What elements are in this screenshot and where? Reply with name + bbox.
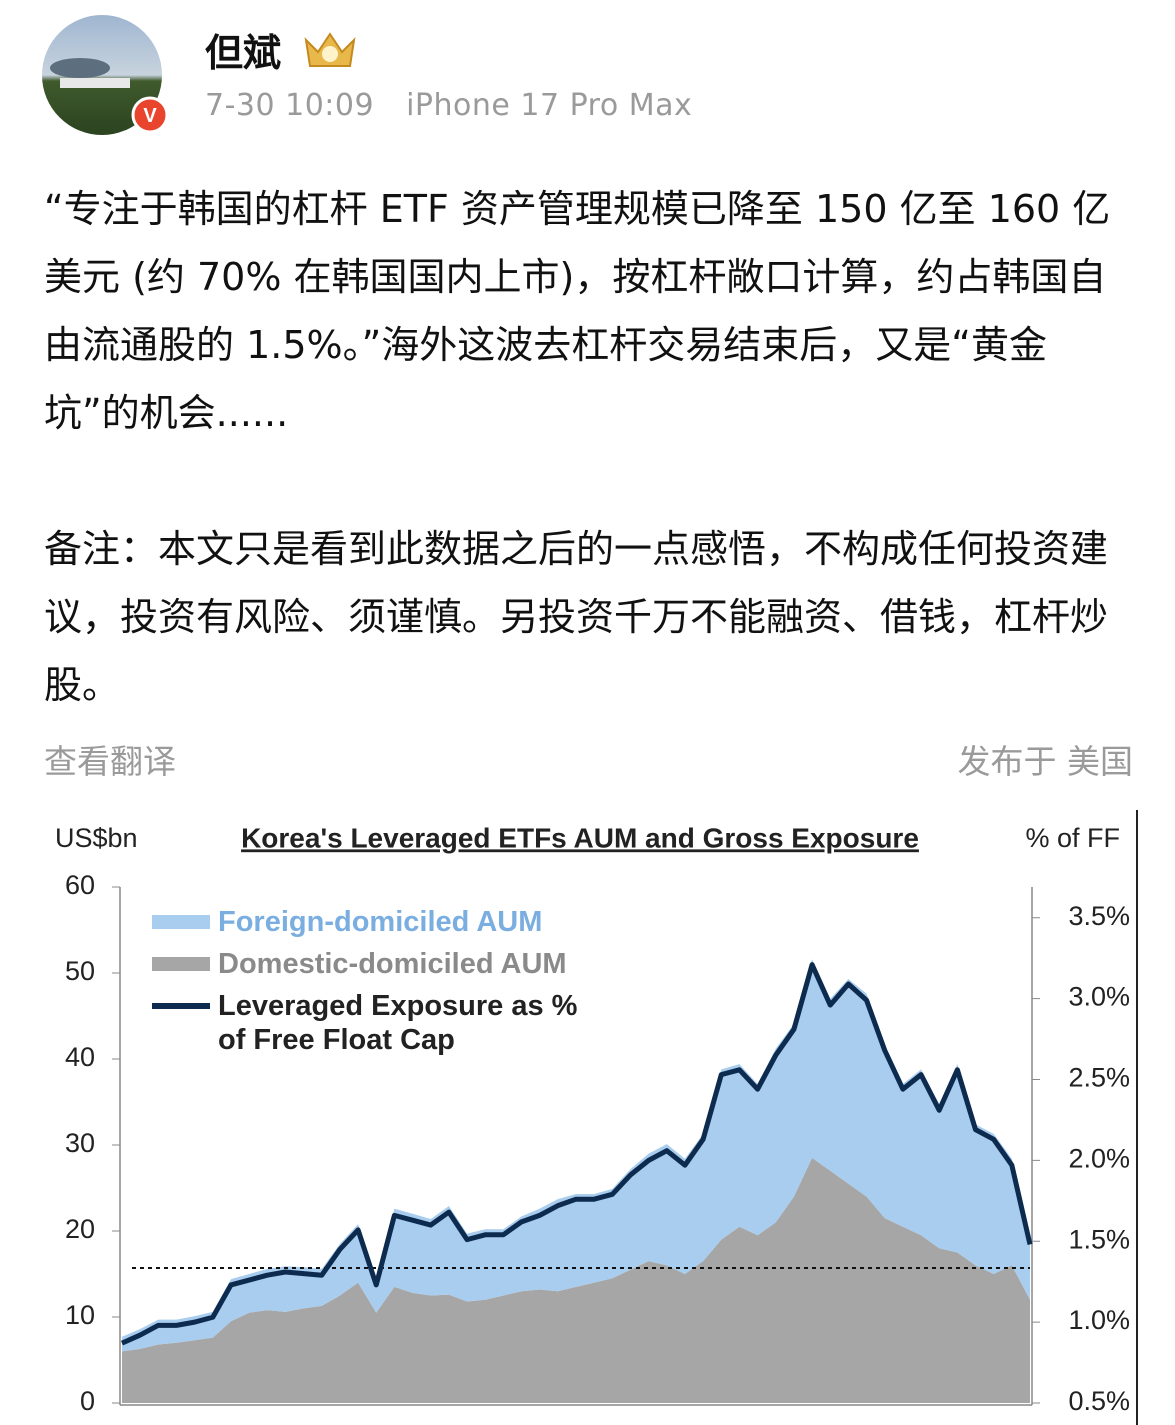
avatar[interactable]: V xyxy=(0,0,200,150)
post-meta: 7-30 10:09 iPhone 17 Pro Max xyxy=(205,88,692,123)
y-tick-label: 50 xyxy=(65,956,95,986)
area xyxy=(122,1157,1030,1403)
legend-swatch xyxy=(152,1003,210,1009)
y-tick-label: 10 xyxy=(65,1300,95,1330)
area xyxy=(122,959,1030,1352)
y-tick-label: 60 xyxy=(65,870,95,900)
y2-tick-label: 1.0% xyxy=(1068,1305,1130,1335)
y-tick-label: 40 xyxy=(65,1042,95,1072)
legend-item: Domestic-domiciled AUM xyxy=(152,947,598,981)
y-axis-label: US$bn xyxy=(55,823,138,853)
author-name[interactable]: 但斌 xyxy=(205,31,282,75)
legend-swatch xyxy=(152,957,210,971)
y2-tick-label: 1.5% xyxy=(1068,1224,1130,1254)
y2-tick-label: 0.5% xyxy=(1068,1386,1130,1416)
member-badge xyxy=(304,32,356,67)
y-tick-label: 20 xyxy=(65,1214,95,1244)
y-tick-label: 0 xyxy=(80,1386,95,1416)
avatar-scene xyxy=(50,58,130,88)
y2-axis-label: % of FF xyxy=(1025,823,1120,853)
paragraph: 备注：本文只是看到此数据之后的一点感悟，不构成任何投资建议，投资有风险、须谨慎。… xyxy=(44,527,1109,707)
post-location: 发布于 美国 xyxy=(957,742,1134,781)
y2-tick-label: 3.5% xyxy=(1068,901,1130,931)
y2-tick-label: 2.5% xyxy=(1068,1063,1130,1093)
legend-label: Foreign-domiciled AUM xyxy=(218,906,543,938)
legend-swatch xyxy=(152,915,210,929)
legend: Foreign-domiciled AUM Domestic-domiciled … xyxy=(152,905,598,1065)
legend-label: Domestic-domiciled AUM xyxy=(218,948,567,980)
y2-tick-label: 2.0% xyxy=(1068,1143,1130,1173)
legend-label: Leveraged Exposure as % of Free Float Ca… xyxy=(218,990,578,1056)
chart-title: Korea's Leveraged ETFs AUM and Gross Exp… xyxy=(241,822,919,853)
post-body: “专注于韩国的杠杆 ETF 资产管理规模已降至 150 亿至 160 亿美元 (… xyxy=(44,175,1139,787)
legend-item: Foreign-domiciled AUM xyxy=(152,905,598,939)
y2-tick-label: 3.0% xyxy=(1068,982,1130,1012)
chart: US$bn Korea's Leveraged ETFs AUM and Gro… xyxy=(55,810,1138,1425)
translate-link[interactable]: 查看翻译 xyxy=(44,742,176,781)
legend-item: Leveraged Exposure as % of Free Float Ca… xyxy=(152,989,598,1057)
y-tick-label: 30 xyxy=(65,1128,95,1158)
post-time: 7-30 10:09 xyxy=(205,88,375,123)
avatar-image xyxy=(42,15,162,135)
line xyxy=(120,962,1033,1346)
paragraph: “专注于韩国的杠杆 ETF 资产管理规模已降至 150 亿至 160 亿美元 (… xyxy=(44,187,1111,435)
verified-mark: V xyxy=(143,105,157,127)
post-device: iPhone 17 Pro Max xyxy=(406,88,693,123)
verified-badge xyxy=(131,96,169,134)
